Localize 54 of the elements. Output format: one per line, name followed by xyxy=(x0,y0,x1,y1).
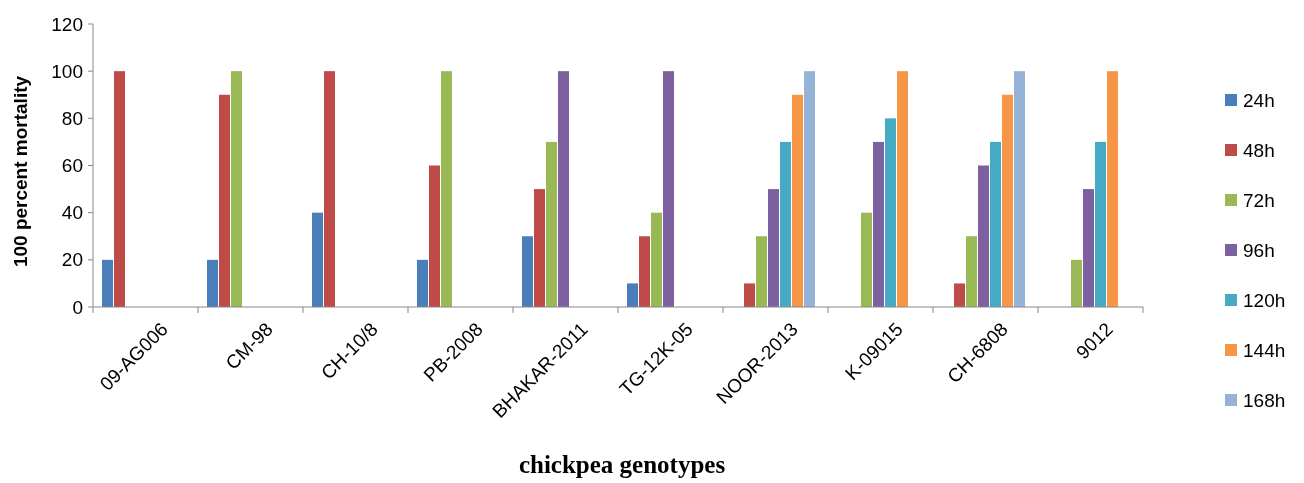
bar xyxy=(756,236,767,307)
bar xyxy=(861,212,872,307)
y-tick-label: 60 xyxy=(61,155,83,177)
bar xyxy=(990,141,1001,307)
legend-label: 120h xyxy=(1243,289,1286,311)
bar xyxy=(1071,259,1082,307)
bar xyxy=(1002,94,1013,307)
bar xyxy=(1107,71,1118,307)
bar xyxy=(780,141,791,307)
bar xyxy=(534,189,545,307)
bar xyxy=(441,71,452,307)
bar xyxy=(663,71,674,307)
bar xyxy=(651,212,662,307)
bar xyxy=(312,212,323,307)
y-tick-label: 120 xyxy=(51,13,83,35)
y-tick-label: 0 xyxy=(72,296,83,318)
bar xyxy=(978,165,989,307)
legend-label: 24h xyxy=(1243,89,1275,111)
bar xyxy=(1083,189,1094,307)
bar xyxy=(627,283,638,307)
bar xyxy=(897,71,908,307)
bar xyxy=(966,236,977,307)
y-tick-label: 80 xyxy=(61,107,83,129)
bar xyxy=(954,283,965,307)
bar xyxy=(546,141,557,307)
bar xyxy=(231,71,242,307)
x-axis-title: chickpea genotypes xyxy=(518,451,726,478)
bar xyxy=(207,259,218,307)
y-tick-label: 100 xyxy=(51,60,83,82)
y-axis-title: 100 percent mortality xyxy=(10,75,31,268)
legend-label: 48h xyxy=(1243,139,1275,161)
bar xyxy=(768,189,779,307)
bar xyxy=(558,71,569,307)
bar xyxy=(1014,71,1025,307)
legend-label: 168h xyxy=(1243,389,1286,411)
bar xyxy=(324,71,335,307)
bar xyxy=(114,71,125,307)
bar xyxy=(429,165,440,307)
bar xyxy=(102,259,113,307)
bar xyxy=(873,141,884,307)
legend-label: 144h xyxy=(1243,339,1286,361)
bar xyxy=(1095,141,1106,307)
bar xyxy=(522,236,533,307)
bar xyxy=(885,118,896,307)
bar xyxy=(417,259,428,307)
y-tick-label: 40 xyxy=(61,202,83,224)
bar xyxy=(639,236,650,307)
bar xyxy=(744,283,755,307)
bar xyxy=(792,94,803,307)
y-tick-label: 20 xyxy=(61,249,83,271)
legend-label: 96h xyxy=(1243,239,1275,261)
bar xyxy=(219,94,230,307)
legend-label: 72h xyxy=(1243,189,1275,211)
bar xyxy=(804,71,815,307)
